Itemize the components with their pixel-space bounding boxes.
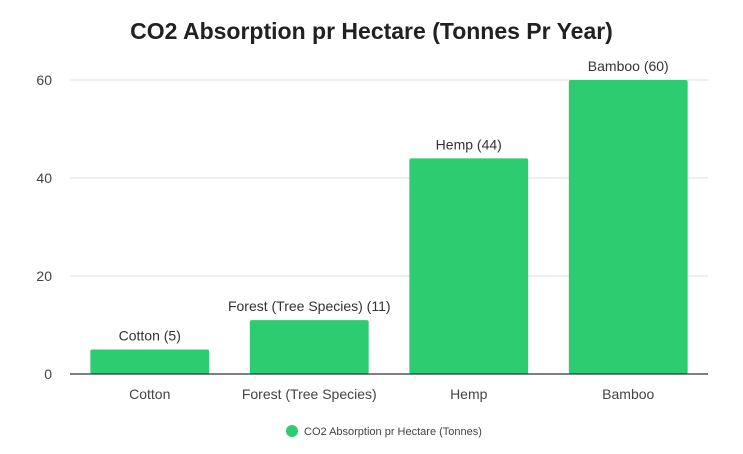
data-label: Hemp (44)	[436, 136, 502, 152]
legend-label: CO2 Absorption pr Hectare (Tonnes)	[304, 426, 482, 438]
data-label: Bamboo (60)	[588, 58, 669, 74]
x-tick-label: Bamboo	[602, 386, 654, 402]
chart-title: CO2 Absorption pr Hectare (Tonnes Pr Yea…	[130, 18, 613, 44]
bar	[568, 80, 688, 374]
bar	[90, 349, 210, 374]
y-tick-label: 40	[36, 170, 52, 186]
x-tick-label: Cotton	[129, 386, 170, 402]
bar	[409, 158, 529, 374]
y-tick-label: 60	[36, 72, 52, 88]
bar	[249, 320, 369, 374]
data-label: Cotton (5)	[119, 328, 181, 344]
x-tick-label: Forest (Tree Species)	[242, 386, 377, 402]
y-tick-label: 0	[44, 366, 52, 382]
data-label: Forest (Tree Species) (11)	[228, 298, 391, 314]
x-tick-label: Hemp	[450, 386, 488, 402]
y-tick-label: 20	[36, 268, 52, 284]
legend-marker	[286, 425, 298, 437]
